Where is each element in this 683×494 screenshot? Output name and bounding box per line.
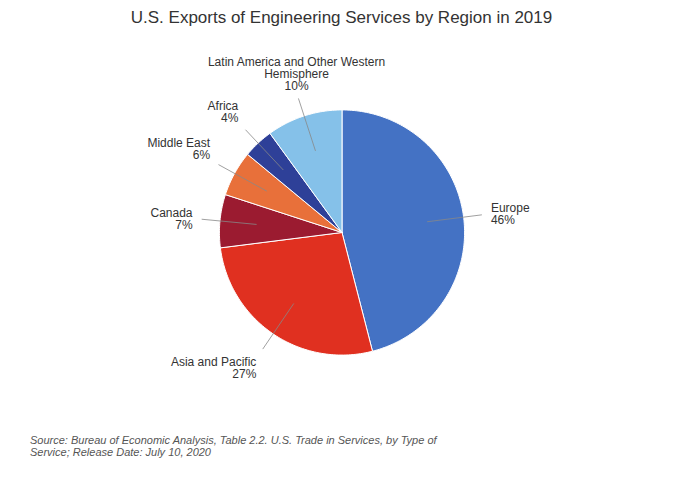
- html-text:Source: Bureau of Economic Ana: Source: Bureau of Economic Analysis, Tab…: [30, 434, 437, 458]
- svg-text:Canada7%: Canada7%: [151, 205, 193, 231]
- svg-text:Africa4%: Africa4%: [208, 99, 239, 125]
- svg-text:Europe46%: Europe46%: [491, 201, 530, 227]
- svg-text:Latin America and Other Wester: Latin America and Other WesternHemispher…: [208, 55, 385, 93]
- svg-text:Middle East6%: Middle East6%: [147, 136, 210, 162]
- svg-text:Asia and Pacific27%: Asia and Pacific27%: [171, 355, 257, 381]
- html-text:U.S. Exports of Engineering Se: U.S. Exports of Engineering Services by …: [130, 8, 553, 27]
